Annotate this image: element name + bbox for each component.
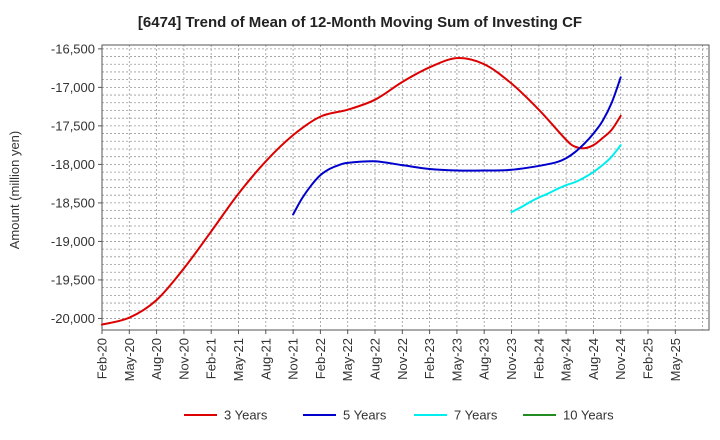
- y-tick-label: -17,000: [51, 80, 95, 95]
- x-tick-label: May-24: [559, 338, 574, 381]
- x-tick-label: Feb-23: [422, 338, 437, 379]
- y-axis-label: Amount (million yen): [7, 131, 22, 250]
- x-tick-label: Feb-21: [204, 338, 219, 379]
- x-tick-label: Aug-22: [368, 338, 383, 380]
- series-lines: [101, 57, 622, 326]
- series-line-3-years: [101, 57, 622, 326]
- x-tick-label: Aug-20: [149, 338, 164, 380]
- x-tick-label: May-23: [449, 338, 464, 381]
- chart-title: [6474] Trend of Mean of 12-Month Moving …: [137, 14, 583, 31]
- y-tick-label: -18,000: [51, 157, 95, 172]
- x-tick-label: May-20: [122, 338, 137, 381]
- y-tick-label: -19,000: [51, 234, 95, 249]
- x-tick-label: Nov-24: [613, 338, 628, 380]
- x-tick-label: Nov-22: [395, 338, 410, 380]
- legend-label: 10 Years: [563, 408, 614, 423]
- x-axis-ticks: Feb-20 May-20 Aug-20 Nov-20 Feb-21 May-21 Aug-…: [95, 330, 683, 381]
- y-tick-label: -16,500: [51, 41, 95, 56]
- x-tick-label: Aug-24: [586, 338, 601, 380]
- y-axis-ticks: -16,500 -17,000 -17,500 -18,000 -18,500 -19,0…: [51, 41, 102, 326]
- y-tick-label: -20,000: [51, 311, 95, 326]
- legend-label: 5 Years: [343, 408, 387, 423]
- x-tick-label: Feb-22: [313, 338, 328, 379]
- y-tick-label: -18,500: [51, 195, 95, 210]
- x-tick-label: Feb-24: [531, 338, 546, 379]
- x-tick-label: Aug-21: [258, 338, 273, 380]
- legend-label: 7 Years: [454, 408, 498, 423]
- series-line-5-years: [292, 76, 622, 216]
- x-tick-label: Nov-23: [504, 338, 519, 380]
- x-tick-label: May-22: [340, 338, 355, 381]
- x-tick-label: May-21: [231, 338, 246, 381]
- legend: 3 Years 5 Years 7 Years 10 Years: [184, 408, 614, 423]
- plot-area-border: [101, 44, 710, 331]
- x-tick-label: Feb-20: [95, 338, 110, 379]
- y-tick-label: -19,500: [51, 272, 95, 287]
- x-tick-label: Nov-21: [286, 338, 301, 380]
- x-tick-label: Aug-23: [477, 338, 492, 380]
- x-tick-label: Nov-20: [176, 338, 191, 380]
- legend-label: 3 Years: [224, 408, 268, 423]
- x-tick-label: May-25: [668, 338, 683, 381]
- x-tick-label: Feb-25: [641, 338, 656, 379]
- y-tick-label: -17,500: [51, 118, 95, 133]
- series-line-7-years: [510, 144, 622, 214]
